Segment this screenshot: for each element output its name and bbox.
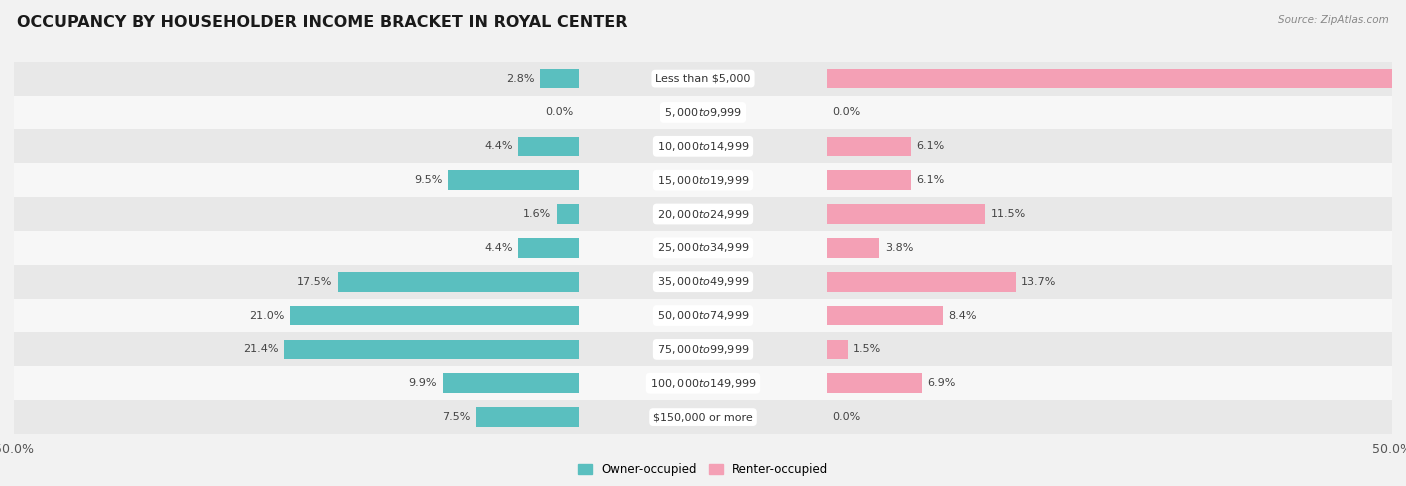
Text: $25,000 to $34,999: $25,000 to $34,999	[657, 242, 749, 254]
Bar	[14, 332, 1392, 366]
Bar	[827, 137, 911, 156]
Text: $100,000 to $149,999: $100,000 to $149,999	[650, 377, 756, 390]
Bar	[14, 298, 1392, 332]
Text: 0.0%: 0.0%	[546, 107, 574, 118]
Bar	[557, 204, 579, 224]
Text: 9.5%: 9.5%	[415, 175, 443, 185]
Text: 2.8%: 2.8%	[506, 73, 534, 84]
Bar	[449, 171, 579, 190]
Text: 6.1%: 6.1%	[917, 141, 945, 151]
Bar	[827, 69, 1406, 88]
Text: Source: ZipAtlas.com: Source: ZipAtlas.com	[1278, 15, 1389, 25]
Bar	[475, 407, 579, 427]
Text: 4.4%: 4.4%	[484, 243, 513, 253]
Bar	[14, 62, 1392, 96]
Text: 6.9%: 6.9%	[928, 378, 956, 388]
Text: 7.5%: 7.5%	[441, 412, 470, 422]
Bar	[519, 137, 579, 156]
Bar	[827, 204, 986, 224]
Text: $75,000 to $99,999: $75,000 to $99,999	[657, 343, 749, 356]
Text: 4.4%: 4.4%	[484, 141, 513, 151]
Text: 0.0%: 0.0%	[832, 412, 860, 422]
Text: 21.4%: 21.4%	[243, 345, 278, 354]
Text: 1.5%: 1.5%	[853, 345, 882, 354]
Bar	[14, 231, 1392, 265]
Bar	[519, 238, 579, 258]
Bar	[14, 400, 1392, 434]
Bar	[14, 197, 1392, 231]
Text: Less than $5,000: Less than $5,000	[655, 73, 751, 84]
Text: $15,000 to $19,999: $15,000 to $19,999	[657, 174, 749, 187]
Bar	[827, 238, 879, 258]
Bar	[14, 366, 1392, 400]
Bar	[827, 306, 943, 325]
Text: $5,000 to $9,999: $5,000 to $9,999	[664, 106, 742, 119]
Text: 11.5%: 11.5%	[991, 209, 1026, 219]
Bar	[827, 373, 922, 393]
Bar	[290, 306, 579, 325]
Text: $20,000 to $24,999: $20,000 to $24,999	[657, 208, 749, 221]
Bar	[540, 69, 579, 88]
Text: 21.0%: 21.0%	[249, 311, 284, 321]
Text: 6.1%: 6.1%	[917, 175, 945, 185]
Bar	[443, 373, 579, 393]
Bar	[284, 340, 579, 359]
Text: 8.4%: 8.4%	[948, 311, 977, 321]
Text: 3.8%: 3.8%	[884, 243, 914, 253]
Bar	[14, 163, 1392, 197]
Text: $50,000 to $74,999: $50,000 to $74,999	[657, 309, 749, 322]
Text: 9.9%: 9.9%	[409, 378, 437, 388]
Text: $35,000 to $49,999: $35,000 to $49,999	[657, 275, 749, 288]
Bar	[14, 129, 1392, 163]
Bar	[827, 171, 911, 190]
Bar	[337, 272, 579, 292]
Text: OCCUPANCY BY HOUSEHOLDER INCOME BRACKET IN ROYAL CENTER: OCCUPANCY BY HOUSEHOLDER INCOME BRACKET …	[17, 15, 627, 30]
Bar	[827, 272, 1015, 292]
Text: 1.6%: 1.6%	[523, 209, 551, 219]
Bar	[827, 340, 848, 359]
Text: 17.5%: 17.5%	[297, 277, 332, 287]
Text: 0.0%: 0.0%	[832, 107, 860, 118]
Text: $10,000 to $14,999: $10,000 to $14,999	[657, 140, 749, 153]
Legend: Owner-occupied, Renter-occupied: Owner-occupied, Renter-occupied	[572, 458, 834, 481]
Text: $150,000 or more: $150,000 or more	[654, 412, 752, 422]
Bar	[14, 265, 1392, 298]
Text: 13.7%: 13.7%	[1021, 277, 1057, 287]
Bar	[14, 96, 1392, 129]
